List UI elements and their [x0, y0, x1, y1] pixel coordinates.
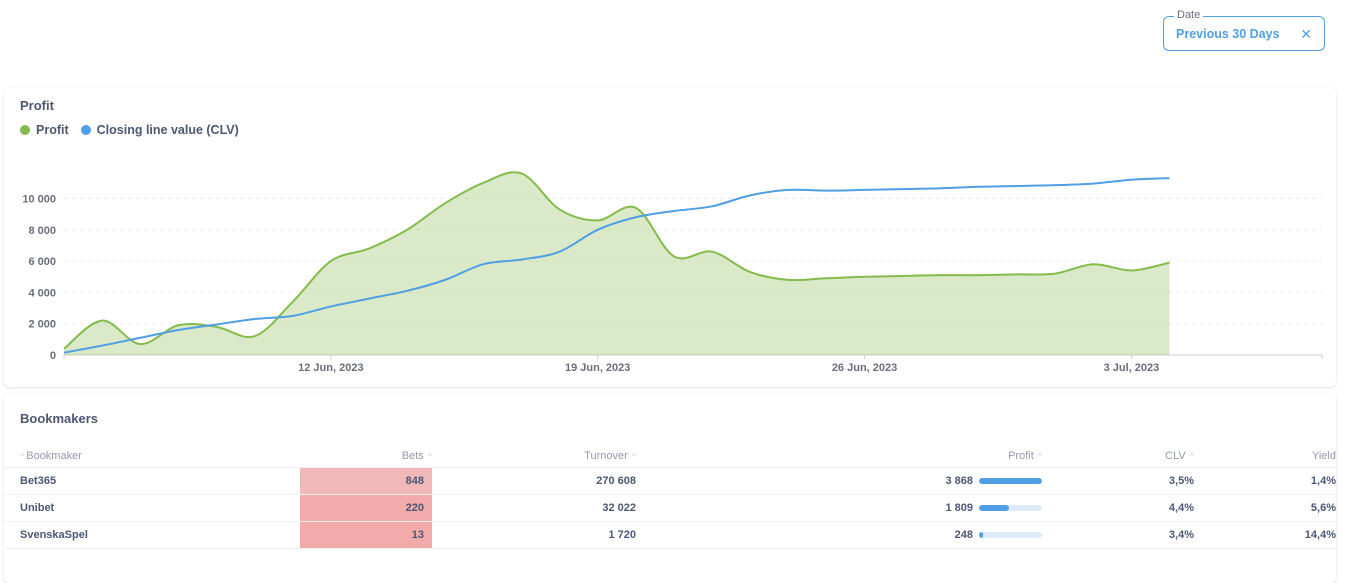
- table-row[interactable]: SvenskaSpel 13 1 720 248 3,4% 14,4%: [4, 521, 1336, 549]
- cell-yield: 1,4%: [1194, 467, 1336, 495]
- cell-yield: 5,6%: [1194, 494, 1336, 522]
- cell-bookmaker: Unibet: [4, 494, 300, 522]
- profit-chart: 0 2 000 4 000 6 000 8 000 10 000 12 Jun, 2023 1…: [22, 171, 1323, 374]
- y-tick-label: 8 000: [28, 225, 56, 237]
- cell-clv: 3,4%: [1042, 521, 1194, 549]
- profit-bar-fill: [979, 477, 1042, 484]
- x-tick-label: 26 Jun, 2023: [832, 362, 897, 374]
- sort-icon: ^: [20, 450, 25, 461]
- y-tick-label: 0: [50, 350, 56, 362]
- cell-bets: 848: [300, 467, 432, 495]
- column-header-profit[interactable]: Profit ^: [636, 445, 1042, 468]
- legend-label-clv: Closing line value (CLV): [96, 123, 239, 137]
- x-tick-label: 12 Jun, 2023: [298, 362, 363, 374]
- sort-icon: ^: [1037, 450, 1042, 461]
- series-line-closing-line-value-clv: [63, 177, 1170, 354]
- column-header-clv[interactable]: CLV ^: [1042, 445, 1194, 468]
- y-tick-label: 2 000: [28, 319, 56, 331]
- profit-value: 3 868: [945, 474, 973, 487]
- sort-icon: ^: [1189, 450, 1194, 461]
- cell-profit: 3 868: [636, 467, 1042, 495]
- cell-bookmaker: Bet365: [4, 467, 300, 495]
- date-filter-value[interactable]: Previous 30 Days: [1176, 27, 1280, 41]
- table-row[interactable]: Bet365 848 270 608 3 868 3,5% 1,4%: [4, 467, 1336, 495]
- bookmakers-card: Bookmakers ^ Bookmaker Bets ^ Turnover ^ Pr…: [4, 393, 1336, 583]
- column-header-yield[interactable]: Yield: [1194, 445, 1336, 468]
- series-area-profit: [64, 172, 1170, 355]
- cell-profit: 248: [636, 521, 1042, 549]
- y-tick-label: 6 000: [28, 256, 56, 268]
- sort-icon: ^: [427, 450, 432, 461]
- legend-dot-profit: [20, 125, 30, 135]
- column-header-turnover[interactable]: Turnover ^: [432, 445, 636, 468]
- legend-dot-clv: [80, 125, 91, 135]
- bookmakers-card-title: Bookmakers: [20, 411, 99, 426]
- profit-card-title: Profit: [20, 98, 54, 113]
- close-icon[interactable]: ✕: [1300, 26, 1312, 42]
- profit-bar: [979, 531, 1042, 538]
- cell-turnover: 270 608: [432, 467, 636, 495]
- cell-yield: 14,4%: [1194, 521, 1336, 549]
- legend-item-clv[interactable]: Closing line value (CLV): [80, 123, 239, 137]
- cell-clv: 4,4%: [1042, 494, 1194, 522]
- date-filter-label: Date: [1174, 9, 1204, 21]
- cell-profit: 1 809: [636, 494, 1042, 522]
- date-filter[interactable]: Date Previous 30 Days ✕: [1163, 9, 1325, 51]
- chart-legend: Profit Closing line value (CLV): [20, 123, 239, 137]
- profit-value: 1 809: [945, 501, 973, 514]
- profit-bar-fill: [979, 531, 984, 538]
- x-tick-label: 3 Jul, 2023: [1104, 362, 1160, 374]
- column-header-bets[interactable]: Bets ^: [300, 445, 432, 468]
- profit-bar: [979, 477, 1042, 484]
- bookmakers-table: ^ Bookmaker Bets ^ Turnover ^ Profit ^ CLV ^ …: [4, 445, 1336, 549]
- y-tick-label: 10 000: [22, 193, 56, 205]
- profit-bar-fill: [979, 504, 1009, 511]
- cell-bets: 13: [300, 521, 432, 549]
- legend-item-profit[interactable]: Profit: [20, 123, 69, 137]
- x-tick-label: 19 Jun, 2023: [565, 362, 630, 374]
- legend-label-profit: Profit: [36, 123, 69, 137]
- cell-bookmaker: SvenskaSpel: [4, 521, 300, 549]
- y-tick-label: 4 000: [28, 287, 56, 299]
- cell-clv: 3,5%: [1042, 467, 1194, 495]
- column-header-bookmaker[interactable]: ^ Bookmaker: [4, 445, 300, 468]
- cell-bets: 220: [300, 494, 432, 522]
- table-row[interactable]: Unibet 220 32 022 1 809 4,4% 5,6%: [4, 494, 1336, 522]
- series-line-profit: [63, 171, 1170, 350]
- cell-turnover: 1 720: [432, 521, 636, 549]
- cell-turnover: 32 022: [432, 494, 636, 522]
- profit-value: 248: [954, 528, 973, 541]
- profit-bar: [979, 504, 1042, 511]
- sort-icon: ^: [631, 450, 636, 461]
- profit-card: 0 2 000 4 000 6 000 8 000 10 000 12 Jun, 2023 1…: [4, 88, 1336, 387]
- table-header-row: ^ Bookmaker Bets ^ Turnover ^ Profit ^ CLV ^ …: [4, 445, 1336, 468]
